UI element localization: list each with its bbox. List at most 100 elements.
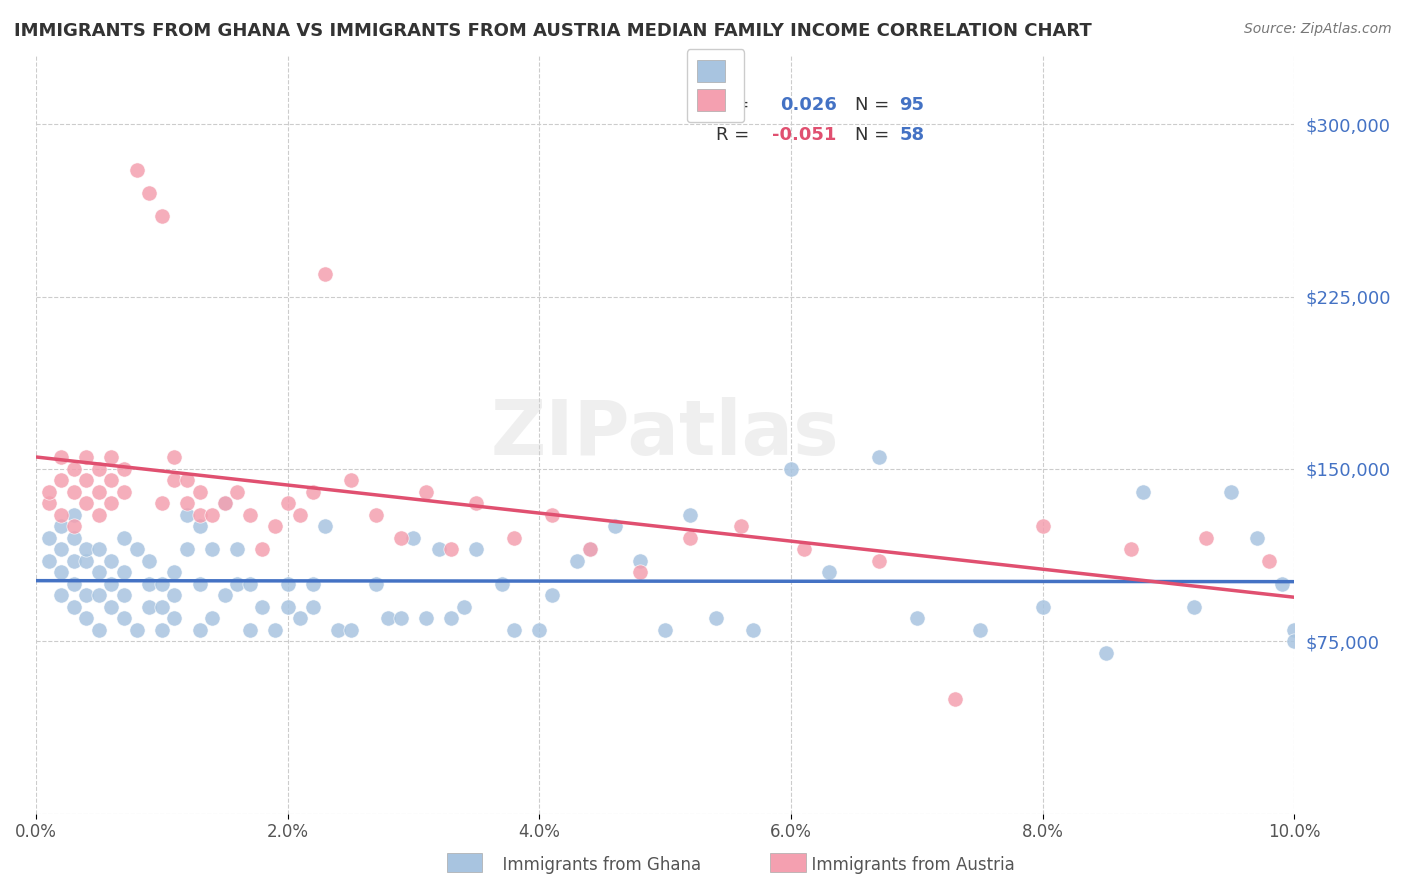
Point xyxy=(49,519,72,533)
Point xyxy=(176,542,198,557)
Point xyxy=(201,508,224,522)
Point xyxy=(277,599,299,614)
Point xyxy=(201,542,224,557)
Point xyxy=(969,623,991,637)
Point xyxy=(465,496,488,510)
Point xyxy=(150,209,173,223)
Point xyxy=(201,611,224,625)
Text: 95: 95 xyxy=(900,95,924,113)
Point xyxy=(277,496,299,510)
Text: -0.051: -0.051 xyxy=(772,126,837,144)
Bar xyxy=(447,853,482,872)
Point xyxy=(75,554,97,568)
Point xyxy=(62,554,84,568)
Point xyxy=(578,542,600,557)
Point xyxy=(188,623,211,637)
Text: N =: N = xyxy=(855,126,896,144)
Point xyxy=(339,623,361,637)
Point xyxy=(38,531,60,545)
Point xyxy=(1032,599,1054,614)
Point xyxy=(742,623,765,637)
Point xyxy=(87,484,110,499)
Point xyxy=(1284,623,1306,637)
Point xyxy=(301,484,323,499)
Point xyxy=(100,577,122,591)
Point xyxy=(628,566,651,580)
Point xyxy=(176,508,198,522)
Text: Immigrants from Ghana: Immigrants from Ghana xyxy=(492,856,702,874)
Point xyxy=(905,611,928,625)
Point xyxy=(453,599,475,614)
Point xyxy=(163,474,186,488)
Point xyxy=(112,611,135,625)
Point xyxy=(49,508,72,522)
Point xyxy=(252,599,274,614)
Text: N =: N = xyxy=(855,95,896,113)
Point xyxy=(402,531,425,545)
Point xyxy=(578,542,600,557)
Point xyxy=(188,577,211,591)
Point xyxy=(628,554,651,568)
Point xyxy=(62,462,84,476)
Point xyxy=(541,588,564,602)
Point xyxy=(176,474,198,488)
Point xyxy=(868,554,890,568)
Point xyxy=(176,496,198,510)
Point xyxy=(817,566,839,580)
Point xyxy=(264,519,287,533)
Point xyxy=(87,623,110,637)
Point xyxy=(290,508,312,522)
Point xyxy=(301,599,323,614)
Point xyxy=(62,484,84,499)
Point xyxy=(38,496,60,510)
Point xyxy=(62,519,84,533)
Point xyxy=(112,462,135,476)
Point xyxy=(75,588,97,602)
Point xyxy=(226,484,249,499)
Point xyxy=(125,163,148,178)
Point xyxy=(87,542,110,557)
Point xyxy=(38,554,60,568)
Point xyxy=(679,508,702,522)
Point xyxy=(100,474,122,488)
Point xyxy=(188,508,211,522)
Point xyxy=(1271,577,1294,591)
Point xyxy=(326,623,349,637)
Point xyxy=(565,554,588,568)
Point xyxy=(440,542,463,557)
Text: R =: R = xyxy=(716,126,755,144)
Point xyxy=(704,611,727,625)
Point xyxy=(503,623,526,637)
Point xyxy=(427,542,450,557)
Point xyxy=(1284,634,1306,648)
Text: 58: 58 xyxy=(900,126,924,144)
Point xyxy=(465,542,488,557)
Point xyxy=(49,588,72,602)
Point xyxy=(364,577,387,591)
Point xyxy=(1220,484,1243,499)
Point xyxy=(1094,646,1116,660)
Point xyxy=(75,611,97,625)
Point xyxy=(62,508,84,522)
Point xyxy=(364,508,387,522)
Point xyxy=(87,508,110,522)
Point xyxy=(150,496,173,510)
Point xyxy=(943,691,966,706)
Point xyxy=(163,588,186,602)
Point xyxy=(389,531,412,545)
Point xyxy=(87,588,110,602)
Point xyxy=(314,267,336,281)
Point xyxy=(730,519,752,533)
Point xyxy=(239,623,262,637)
Point xyxy=(49,566,72,580)
Text: ZIPatlas: ZIPatlas xyxy=(491,398,839,472)
Point xyxy=(226,542,249,557)
Point xyxy=(75,450,97,465)
Point xyxy=(239,508,262,522)
Bar xyxy=(770,853,806,872)
Point xyxy=(290,611,312,625)
Point xyxy=(75,542,97,557)
Text: R =: R = xyxy=(716,95,761,113)
Point xyxy=(188,484,211,499)
Point xyxy=(1119,542,1142,557)
